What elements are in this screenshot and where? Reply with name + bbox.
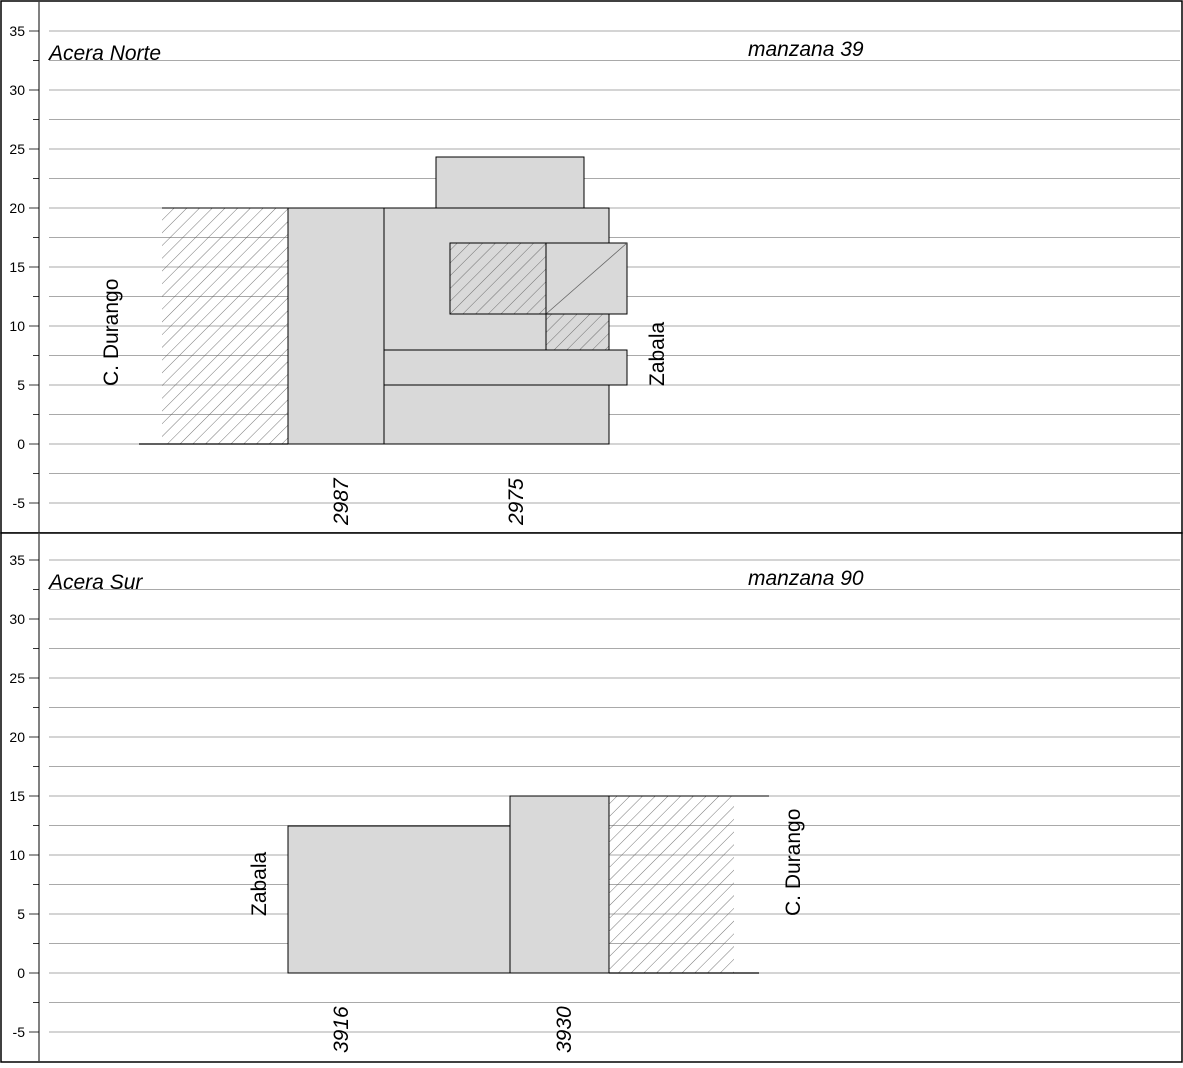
y-tick-label: 30	[9, 611, 25, 627]
street-label-left: C. Durango	[100, 279, 123, 386]
y-tick-label: 0	[17, 965, 25, 981]
buildings-south	[287, 795, 769, 974]
manzana-label: manzana 90	[748, 567, 864, 590]
y-tick-label: 5	[17, 377, 25, 393]
balcony-slab	[383, 349, 628, 386]
y-tick-label: 10	[9, 847, 25, 863]
panel-acera-sur: -5 0 5 10 15 20 25 30 35 Acera Sur manzana 90 Za…	[0, 532, 1183, 1063]
hatched-lot-left	[162, 208, 288, 444]
lot-number-3930: 3930	[553, 1006, 576, 1053]
y-tick-label: 30	[9, 82, 25, 98]
y-tick-label: 15	[9, 259, 25, 275]
y-tick-label: 0	[17, 436, 25, 452]
building-3916	[287, 825, 511, 974]
street-label-right: C. Durango	[782, 809, 805, 916]
building-2975-top-block	[435, 156, 585, 209]
projecting-block-diagonal	[545, 242, 628, 315]
buildings-north	[139, 156, 628, 445]
y-tick-label: 35	[9, 23, 25, 39]
lot-number-3916: 3916	[330, 1006, 353, 1053]
y-tick-label: 20	[9, 729, 25, 745]
hatched-lot-right	[609, 796, 734, 973]
lot-number-2975: 2975	[505, 478, 528, 526]
lot-number-2987: 2987	[330, 477, 353, 526]
hatched-small-block	[545, 313, 610, 351]
building-2987	[287, 207, 385, 445]
y-tick-label: 25	[9, 670, 25, 686]
y-tick-label: 5	[17, 906, 25, 922]
manzana-label: manzana 39	[748, 38, 864, 61]
y-tick-label: 25	[9, 141, 25, 157]
y-tick-label: 15	[9, 788, 25, 804]
y-tick-label: 20	[9, 200, 25, 216]
street-label-right: Zabala	[646, 321, 669, 386]
panel-title: Acera Sur	[47, 571, 143, 594]
y-tick-label: -5	[13, 495, 26, 511]
street-label-left: Zabala	[248, 851, 271, 916]
y-tick-label: 10	[9, 318, 25, 334]
panel-title: Acera Norte	[47, 42, 161, 65]
y-tick-label: 35	[9, 552, 25, 568]
y-tick-label: -5	[13, 1024, 26, 1040]
hatched-inner-block	[449, 242, 547, 315]
building-3930	[509, 795, 610, 974]
